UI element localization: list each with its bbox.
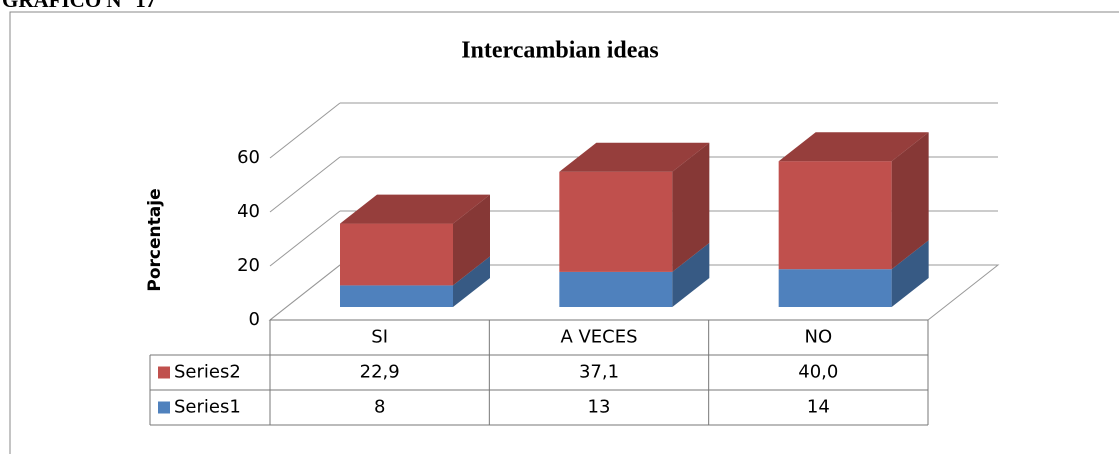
bar-side bbox=[453, 194, 490, 286]
bar-segment bbox=[778, 269, 892, 307]
table-value: 22,9 bbox=[360, 362, 400, 383]
bar-side bbox=[453, 256, 490, 307]
legend-swatch bbox=[158, 401, 170, 414]
x-tick-label: NO bbox=[805, 327, 833, 348]
bar-segment bbox=[559, 171, 673, 272]
side-grid-line bbox=[269, 264, 341, 321]
y-tick-label: 0 bbox=[249, 309, 260, 330]
y-tick-label: 40 bbox=[237, 201, 260, 222]
table-value: 37,1 bbox=[579, 362, 619, 383]
legend-label: Series1 bbox=[174, 397, 241, 418]
bar-segment bbox=[340, 285, 453, 307]
chart-title: Intercambian ideas bbox=[461, 38, 659, 64]
bar-side bbox=[891, 240, 929, 307]
y-axis-title: Porcentaje bbox=[145, 188, 165, 291]
legend-label: Series2 bbox=[174, 362, 241, 383]
y-tick-label: 20 bbox=[237, 255, 260, 276]
chart-border bbox=[9, 11, 1119, 454]
y-tick-label: 60 bbox=[237, 147, 260, 168]
bar-top bbox=[559, 142, 710, 172]
side-grid-line bbox=[269, 210, 341, 267]
bar-side bbox=[672, 142, 710, 272]
bar-top bbox=[778, 132, 929, 162]
x-tick-label: A VECES bbox=[560, 327, 637, 348]
bar-side bbox=[891, 132, 929, 270]
bar-segment bbox=[559, 271, 673, 307]
x-tick-label: SI bbox=[371, 327, 388, 348]
side-grid-line bbox=[269, 156, 341, 213]
bar-segment bbox=[778, 161, 892, 270]
bar-side bbox=[672, 242, 710, 307]
bar-segment bbox=[340, 223, 453, 286]
table-value: 14 bbox=[807, 397, 830, 418]
side-grid-line bbox=[269, 102, 341, 159]
table-value: 13 bbox=[588, 397, 611, 418]
header: GRAFICO N° 17 bbox=[2, 0, 156, 12]
legend-swatch bbox=[158, 366, 170, 379]
table-value: 40,0 bbox=[798, 362, 838, 383]
bar-top bbox=[340, 194, 490, 224]
table-value: 8 bbox=[374, 397, 385, 418]
